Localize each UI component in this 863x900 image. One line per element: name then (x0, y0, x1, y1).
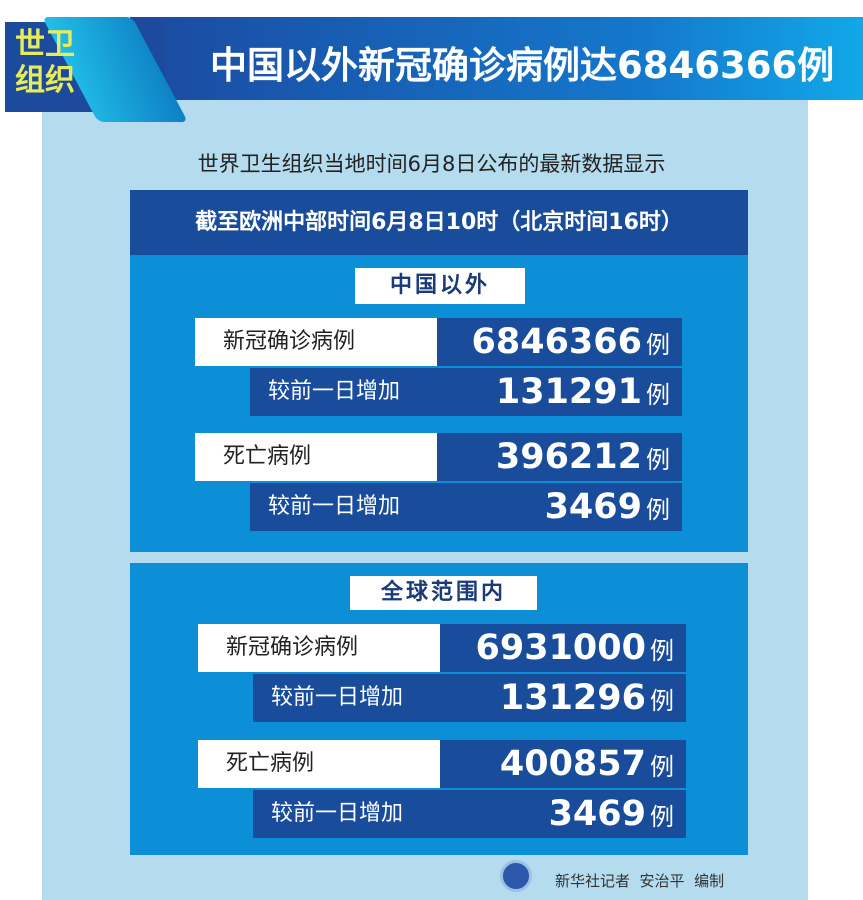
deaths-value: 396212 例 (437, 433, 682, 481)
credit: 新华社记者 安治平 编制 (555, 872, 725, 890)
who-tag: 世卫组织 (15, 27, 75, 98)
subtitle: 世界卫生组织当地时间6月8日公布的最新数据显示 (197, 152, 666, 176)
section-title: 中国以外 (355, 268, 525, 304)
deaths-increase-value: 3469 例 (548, 794, 674, 834)
xinhua-logo-icon (500, 860, 532, 892)
deaths-increase-label: 较前一日增加 (271, 801, 404, 826)
confirmed-increase-label: 较前一日增加 (271, 685, 404, 710)
deaths-label: 死亡病例 (195, 433, 437, 481)
confirmed-increase-value: 131296 例 (499, 678, 674, 718)
header: 世卫组织 中国以外新冠确诊病例达6846366例 (0, 17, 863, 122)
title-bar (130, 17, 863, 100)
page-title: 中国以外新冠确诊病例达6846366例 (210, 44, 835, 87)
deaths-increase-row: 较前一日增加 3469 例 (253, 790, 686, 838)
confirmed-increase-row: 较前一日增加 131296 例 (253, 674, 686, 722)
deaths-increase-row: 较前一日增加 3469 例 (250, 483, 682, 531)
section-title: 全球范围内 (350, 576, 537, 610)
confirmed-label: 新冠确诊病例 (195, 318, 437, 366)
confirmed-value: 6931000 例 (440, 624, 686, 672)
deaths-label: 死亡病例 (198, 740, 440, 788)
confirmed-increase-value: 131291 例 (495, 372, 670, 412)
deaths-increase-label: 较前一日增加 (268, 494, 401, 519)
deaths-increase-value: 3469 例 (544, 487, 670, 527)
confirmed-increase-row: 较前一日增加 131291 例 (250, 368, 682, 416)
deaths-value: 400857 例 (440, 740, 686, 788)
confirmed-label: 新冠确诊病例 (198, 624, 440, 672)
confirmed-value: 6846366 例 (437, 318, 682, 366)
confirmed-increase-label: 较前一日增加 (268, 379, 401, 404)
time-band: 截至欧洲中部时间6月8日10时（北京时间16时） (130, 190, 748, 255)
